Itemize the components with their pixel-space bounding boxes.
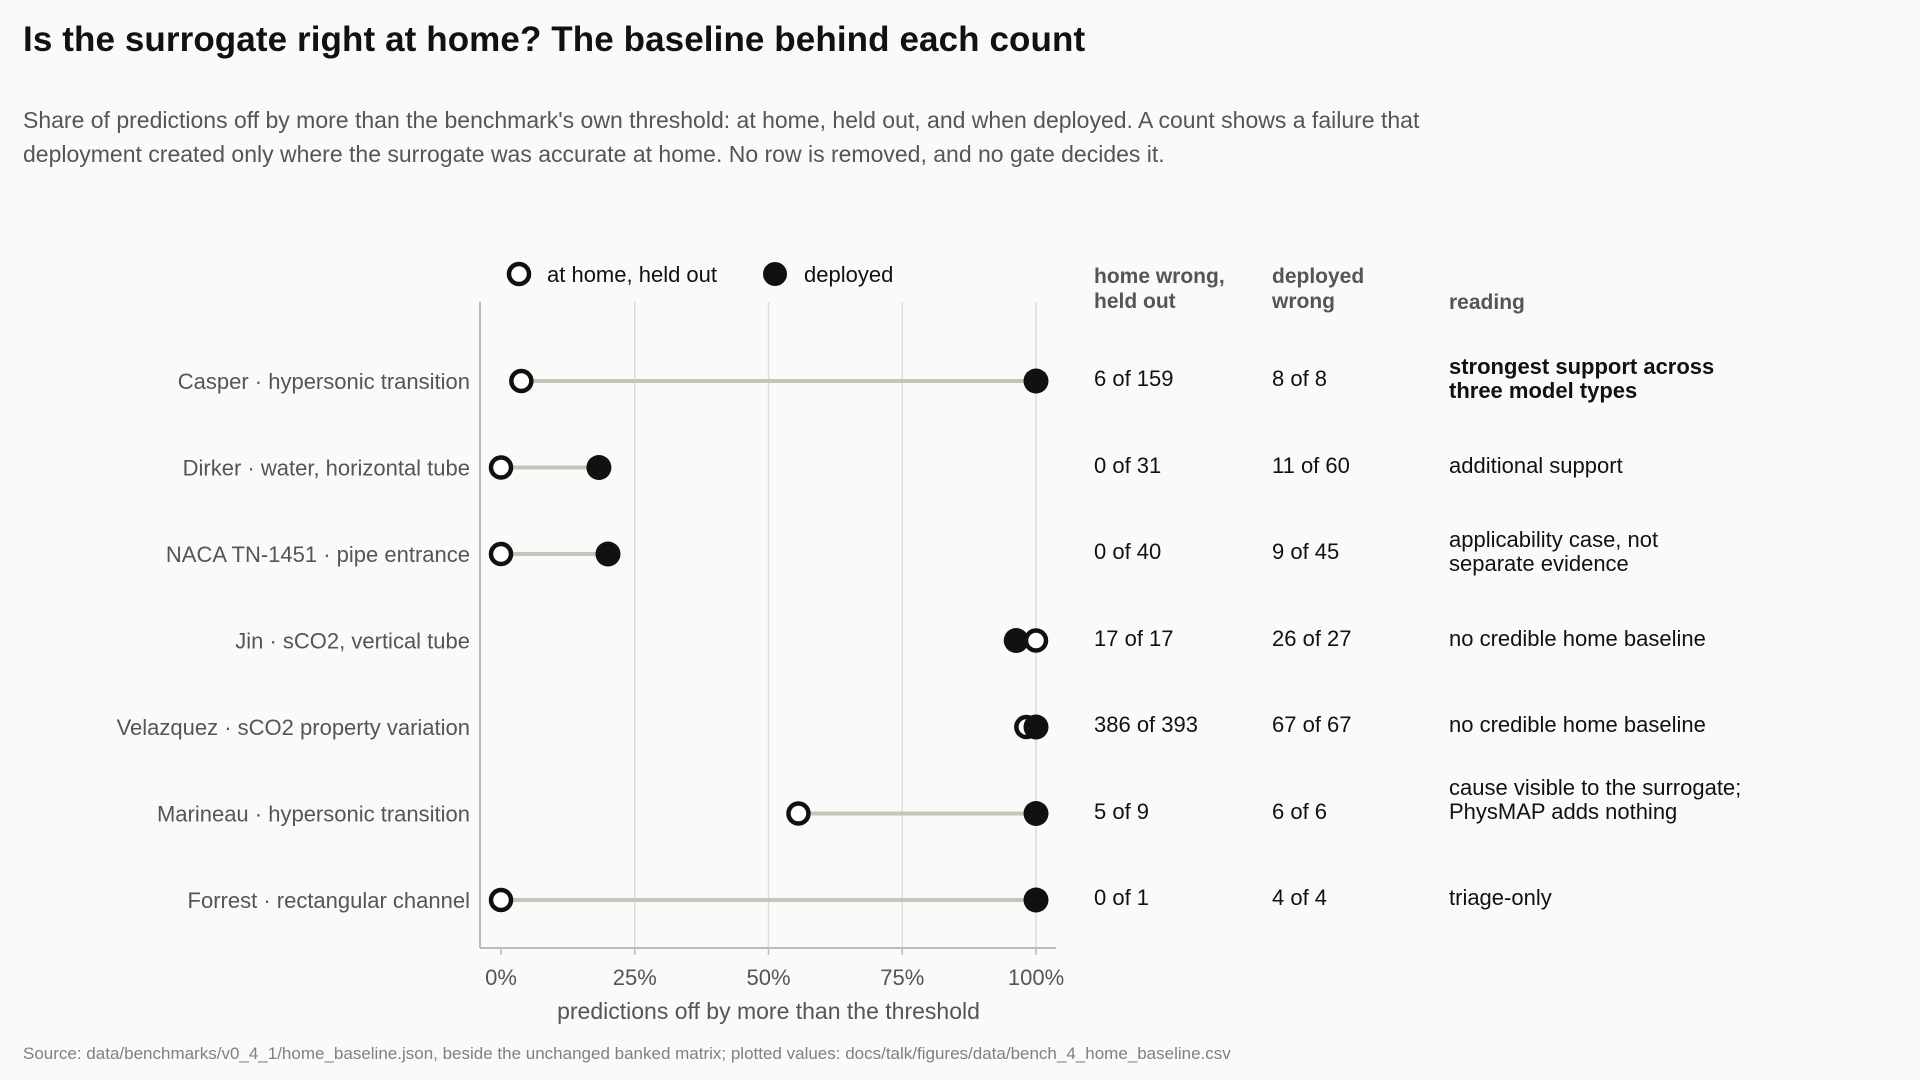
home-count-cell: 386 of 393: [1094, 712, 1198, 737]
reading-cell: applicability case, not separate evidenc…: [1449, 527, 1659, 576]
deployed-count-cell: 6 of 6: [1272, 798, 1328, 824]
x-axis-label: predictions off by more than the thresho…: [557, 998, 980, 1024]
deployed-point: [595, 541, 621, 567]
reading-cell: additional support: [1449, 452, 1623, 478]
deployed-point: [1003, 628, 1029, 653]
legend-deployed-label: deployed: [804, 262, 893, 287]
deployed-count-cell: 9 of 45: [1272, 539, 1340, 564]
header-home-wrong: home wrong, held out: [1094, 265, 1225, 313]
home-count-cell: 6 of 159: [1094, 366, 1174, 391]
home-point: [488, 455, 514, 480]
row-label: Forrest · rectangular channel: [188, 888, 470, 913]
data-row: Forrest · rectangular channel: [188, 887, 1049, 913]
legend-home-label: at home, held out: [547, 262, 717, 287]
legend-home-marker: [506, 261, 532, 287]
row-label: Dirker · water, horizontal tube: [183, 456, 470, 481]
data-row: NACA TN-1451 · pipe entrance: [166, 541, 621, 567]
data-row: Dirker · water, horizontal tube: [183, 455, 612, 481]
deployed-point: [1023, 714, 1049, 740]
home-count-cell: 0 of 1: [1094, 885, 1150, 910]
row-label: Casper · hypersonic transition: [178, 369, 470, 394]
reading-cell: strongest support across three model typ…: [1449, 354, 1715, 403]
x-tick-label: 50%: [746, 965, 790, 990]
home-point: [786, 801, 811, 826]
source-note: Source: data/benchmarks/v0_4_1/home_base…: [23, 1044, 1231, 1063]
x-tick-label: 100%: [1008, 965, 1064, 990]
reading-cell: cause visible to the surrogate; PhysMAP …: [1449, 774, 1742, 824]
x-tick-label: 0%: [485, 965, 517, 990]
home-point: [509, 368, 534, 394]
x-tick-label: 25%: [613, 965, 657, 990]
reading-cell: triage-only: [1449, 885, 1552, 910]
legend-deployed-marker: [763, 262, 787, 286]
reading-cell: no credible home baseline: [1449, 625, 1706, 651]
data-row: Marineau · hypersonic transition: [157, 801, 1049, 827]
deployed-point: [1023, 887, 1049, 913]
header-reading: reading: [1449, 291, 1525, 314]
chart-subtitle: Share of predictions off by more than th…: [23, 107, 1420, 167]
deployed-point: [1023, 801, 1049, 826]
deployed-count-cell: 8 of 8: [1272, 366, 1328, 391]
data-row: Velazquez · sCO2 property variation: [117, 714, 1049, 740]
deployed-count-cell: 67 of 67: [1272, 712, 1352, 737]
home-point: [1023, 628, 1049, 653]
home-point: [488, 887, 514, 913]
row-label: Marineau · hypersonic transition: [157, 802, 470, 827]
deployed-point: [1023, 368, 1049, 394]
chart-title: Is the surrogate right at home? The base…: [23, 20, 1086, 59]
home-point: [488, 541, 514, 567]
row-label: Jin · sCO2, vertical tube: [235, 629, 470, 654]
header-deployed-wrong: deployed wrong: [1272, 265, 1365, 313]
deployed-count-cell: 11 of 60: [1272, 452, 1350, 478]
x-tick-label: 75%: [880, 965, 924, 990]
home-count-cell: 5 of 9: [1094, 798, 1150, 824]
home-count-cell: 17 of 17: [1094, 625, 1174, 651]
data-row: Casper · hypersonic transition: [178, 368, 1049, 394]
deployed-count-cell: 4 of 4: [1272, 885, 1328, 910]
reading-cell: no credible home baseline: [1449, 712, 1706, 737]
home-count-cell: 0 of 40: [1094, 539, 1162, 564]
home-count-cell: 0 of 31: [1094, 452, 1162, 478]
deployed-point: [586, 455, 612, 480]
row-label: NACA TN-1451 · pipe entrance: [166, 542, 470, 567]
data-row: Jin · sCO2, vertical tube: [235, 628, 1049, 654]
row-label: Velazquez · sCO2 property variation: [117, 715, 470, 740]
deployed-count-cell: 26 of 27: [1272, 625, 1352, 651]
